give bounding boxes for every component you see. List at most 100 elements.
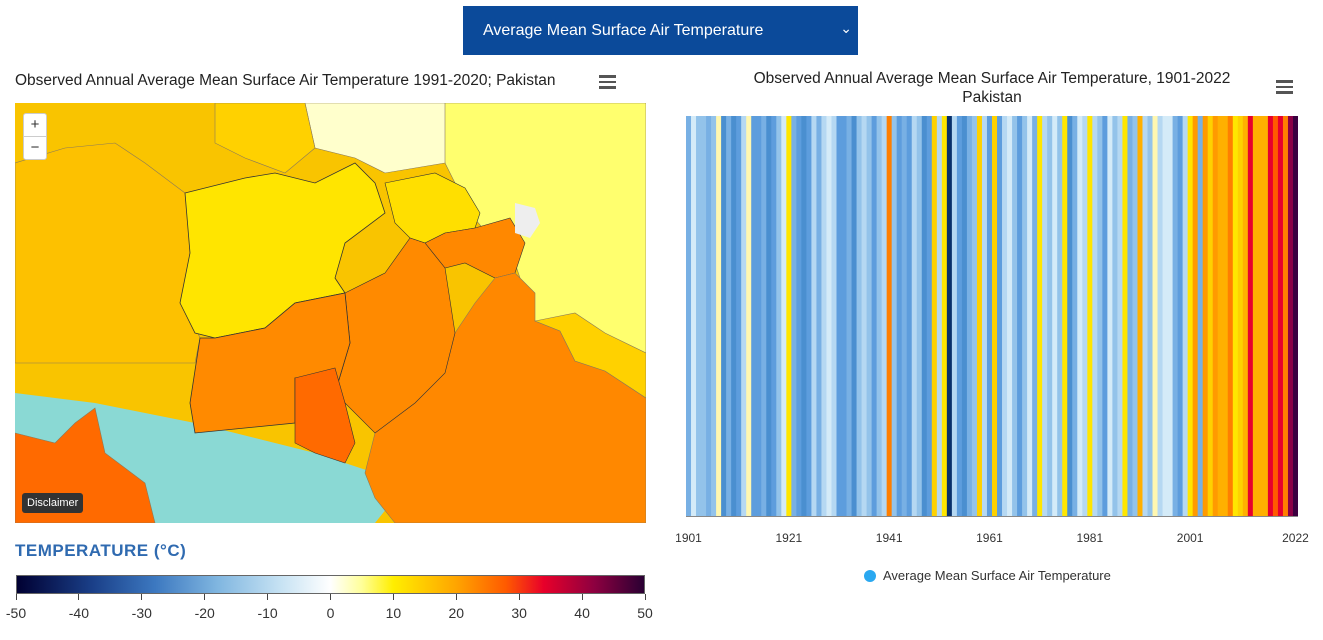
colorbar-label: 50 [637, 605, 653, 621]
stripe-year-1990 [1132, 116, 1138, 516]
stripe-year-1981 [1087, 116, 1093, 516]
stripe-year-1911 [736, 116, 742, 516]
map-menu-icon[interactable] [599, 75, 616, 89]
stripe-year-1973 [1047, 116, 1053, 516]
stripe-year-1996 [1162, 116, 1168, 516]
stripe-year-1965 [1007, 116, 1013, 516]
stripe-year-1961 [986, 116, 993, 516]
colorbar-label: 40 [574, 605, 590, 621]
stripe-year-1955 [956, 116, 963, 516]
stripe-year-2007 [1217, 116, 1224, 516]
stripe-year-1947 [916, 116, 923, 516]
zoom-out-button[interactable]: − [30, 139, 40, 156]
stripe-year-1950 [931, 116, 938, 516]
stripe-year-1925 [806, 116, 812, 516]
stripe-year-1904 [701, 116, 707, 516]
series-legend-item[interactable]: Average Mean Surface Air Temperature [864, 568, 1111, 583]
stripe-year-1901 [686, 116, 692, 516]
x-tick-label: 2001 [1176, 531, 1204, 545]
x-tick-label: 2022 [1282, 531, 1309, 545]
zoom-control: + − [23, 113, 47, 160]
stripe-year-2012 [1242, 116, 1249, 516]
colorbar-label: 0 [326, 605, 335, 621]
legend-title: TEMPERATURE (°C) [15, 541, 187, 560]
stripe-year-1903 [696, 116, 702, 516]
stripe-year-1968 [1022, 116, 1028, 516]
stripe-year-1952 [941, 116, 948, 516]
stripe-year-2008 [1222, 116, 1229, 516]
stripe-year-1936 [861, 116, 867, 516]
stripe-year-1944 [901, 116, 908, 516]
stripe-year-1954 [951, 116, 958, 516]
stripe-year-1924 [801, 116, 807, 516]
stripe-year-1940 [881, 116, 888, 516]
stripe-year-2000 [1182, 116, 1189, 516]
stripe-year-2018 [1272, 116, 1279, 516]
stripe-year-1943 [896, 116, 903, 516]
stripe-year-1972 [1042, 116, 1048, 516]
stripe-year-1921 [786, 116, 792, 516]
colorbar-label: 20 [448, 605, 465, 621]
stripe-year-1993 [1147, 116, 1153, 516]
stripe-year-2021 [1287, 116, 1294, 516]
colorbar-tick [204, 594, 206, 600]
map-title: Observed Annual Average Mean Surface Air… [15, 72, 556, 89]
stripe-year-1941 [886, 116, 893, 516]
stripe-year-1994 [1152, 116, 1158, 516]
stripes-menu-icon[interactable] [1276, 80, 1293, 94]
stripe-year-1967 [1017, 116, 1023, 516]
zoom-in-button[interactable]: + [24, 114, 46, 137]
stripe-year-1986 [1112, 116, 1118, 516]
series-legend-label: Average Mean Surface Air Temperature [883, 568, 1111, 583]
x-tick-label: 1921 [775, 531, 803, 545]
x-axis-line [686, 516, 1298, 517]
stripe-year-1959 [976, 116, 983, 516]
stripe-year-1984 [1102, 116, 1108, 516]
stripe-year-1951 [936, 116, 943, 516]
stripe-year-2016 [1262, 116, 1269, 516]
colorbar-label: 10 [385, 605, 402, 621]
stripes-title-line2: Pakistan [962, 89, 1022, 106]
stripe-year-2017 [1267, 116, 1274, 516]
choropleth-map[interactable]: + − Disclaimer [15, 103, 646, 523]
stripe-year-1995 [1157, 116, 1163, 516]
stripe-year-2001 [1187, 116, 1194, 516]
stripe-year-1913 [746, 116, 752, 516]
stripe-year-1977 [1067, 116, 1073, 516]
variable-select[interactable]: Average Mean Surface Air Temperature ⌄ [463, 6, 858, 55]
stripe-year-1989 [1127, 116, 1133, 516]
legend-dot-icon [864, 569, 876, 582]
stripe-year-1926 [811, 116, 817, 516]
stripe-year-1983 [1097, 116, 1103, 516]
colorbar-tick [330, 594, 331, 600]
stripe-year-1948 [921, 116, 928, 516]
stripe-year-1918 [771, 116, 777, 516]
disclaimer-button[interactable]: Disclaimer [22, 493, 84, 513]
warming-stripes-chart [686, 116, 1298, 516]
stripe-year-2010 [1232, 116, 1239, 516]
stripe-year-1934 [851, 116, 857, 516]
stripe-year-1932 [841, 116, 847, 516]
x-tick-label: 1961 [976, 531, 1003, 545]
stripe-year-1960 [981, 116, 988, 516]
colorbar-tick [15, 594, 17, 600]
stripe-year-1931 [836, 116, 842, 516]
stripe-year-1974 [1052, 116, 1058, 516]
stripe-year-2015 [1257, 116, 1264, 516]
stripe-year-1914 [751, 116, 757, 516]
stripe-year-1988 [1122, 116, 1128, 516]
stripe-year-1907 [716, 116, 722, 516]
stripe-year-1979 [1077, 116, 1083, 516]
stripe-year-1919 [776, 116, 782, 516]
colorbar-label: -10 [257, 605, 278, 621]
stripe-year-1920 [781, 116, 787, 516]
chevron-down-icon: ⌄ [840, 20, 852, 36]
stripe-year-1958 [971, 116, 978, 516]
stripe-year-2013 [1247, 116, 1254, 516]
stripe-year-1945 [906, 116, 913, 516]
stripe-year-1922 [791, 116, 797, 516]
stripe-year-2005 [1207, 116, 1214, 516]
stripe-year-1997 [1167, 116, 1173, 516]
stripe-year-2011 [1237, 116, 1244, 516]
colorbar-label: -40 [68, 605, 90, 621]
